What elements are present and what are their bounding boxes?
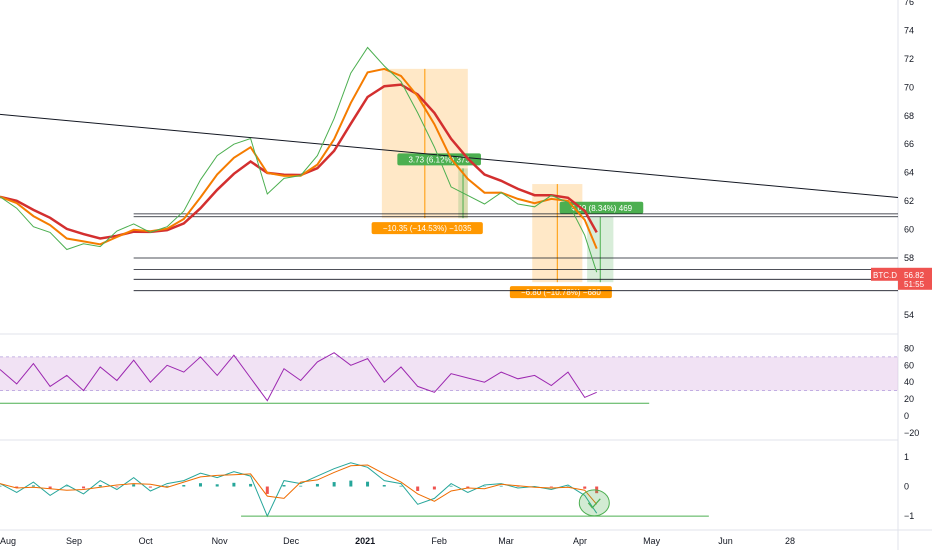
oscillator-bar (315, 483, 319, 487)
measure-label: 4.69 (8.34%) 469 (571, 204, 633, 213)
oscillator-bar (198, 483, 202, 487)
oscillator-line-b (0, 464, 598, 505)
price-line (0, 46, 598, 273)
oscillator-bar (249, 483, 253, 487)
price-tick-label: 76 (904, 0, 914, 7)
oscillator-bar (549, 486, 553, 488)
oscillator-bar (466, 486, 470, 488)
oscillator-bar (182, 485, 186, 487)
oscillator-bar (332, 482, 336, 487)
rsi-tick-label: 0 (904, 411, 909, 421)
oscillator-bar (15, 486, 19, 488)
time-tick-label: 2021 (355, 536, 375, 546)
price-tick-label: 68 (904, 111, 914, 121)
oscillator-panel (0, 462, 709, 518)
oscillator-bar (499, 485, 503, 487)
rsi-tick-label: −20 (904, 428, 919, 438)
oscillator-bar (232, 482, 236, 487)
oscillator-bar (382, 485, 386, 487)
oscillator-highlight (578, 489, 610, 517)
rsi-tick-label: 80 (904, 343, 914, 353)
time-tick-label: Oct (139, 536, 154, 546)
price-tick-label: 60 (904, 225, 914, 235)
oscillator-tick-label: −1 (904, 511, 914, 521)
measure-label: −6.80 (−10.78%) −680 (521, 288, 601, 297)
oscillator-line-a (0, 462, 598, 518)
measure-label-bg (509, 286, 612, 299)
rsi-band (0, 356, 898, 391)
time-tick-label: Apr (573, 536, 587, 546)
symbol-badge: BTC.D (873, 271, 897, 280)
oscillator-bar (98, 485, 102, 487)
oscillator-bar (148, 486, 152, 488)
time-tick-label: Nov (212, 536, 229, 546)
oscillator-bar (583, 486, 587, 489)
time-tick-label: Aug (0, 536, 16, 546)
price-tick-label: 54 (904, 310, 914, 320)
measure-label-bg (559, 201, 644, 214)
rsi-tick-label: 60 (904, 360, 914, 370)
oscillator-bar (165, 485, 169, 487)
oscillator-bar (416, 486, 420, 491)
price-tick-label: 64 (904, 168, 914, 178)
rsi-tick-label: 40 (904, 377, 914, 387)
oscillator-bar (349, 480, 353, 487)
oscillator-bar (0, 485, 2, 487)
time-tick-label: May (643, 536, 661, 546)
oscillator-bar (31, 485, 35, 487)
oscillator-bar (132, 484, 136, 487)
time-tick-label: 28 (785, 536, 795, 546)
last-value: 56.82 (904, 271, 925, 280)
price-tick-label: 58 (904, 253, 914, 263)
time-tick-label: Sep (66, 536, 82, 546)
rsi-line (0, 352, 597, 402)
oscillator-bar (299, 485, 303, 487)
rsi-tick-label: 20 (904, 394, 914, 404)
oscillator-bar (366, 481, 370, 487)
oscillator-bar (48, 486, 52, 489)
oscillator-bar (432, 486, 436, 490)
price-tick-label: 70 (904, 82, 914, 92)
oscillator-tick-label: 1 (904, 452, 909, 462)
oscillator-bar (399, 485, 403, 487)
rsi-panel (0, 352, 898, 404)
price-tick-label: 66 (904, 139, 914, 149)
time-tick-label: Feb (431, 536, 447, 546)
measure-label: −10.35 (−14.53%) −1035 (383, 224, 472, 233)
price-tick-label: 62 (904, 196, 914, 206)
measure-label-bg (371, 222, 483, 235)
oscillator-bar (282, 485, 286, 487)
last-value-badge-bg (898, 267, 932, 290)
price-tick-label: 72 (904, 54, 914, 64)
time-tick-label: Mar (498, 536, 514, 546)
price-tick-label: 74 (904, 25, 914, 35)
time-tick-label: Dec (283, 536, 300, 546)
oscillator-bar (265, 486, 269, 494)
oscillator-tick-label: 0 (904, 482, 909, 492)
oscillator-bar (115, 486, 119, 488)
time-tick-label: Jun (718, 536, 733, 546)
oscillator-bar (449, 485, 453, 487)
oscillator-check-mark (587, 498, 601, 509)
oscillator-bar (82, 486, 86, 489)
countdown: 51:55 (904, 280, 925, 289)
ema-fast-line (0, 67, 598, 249)
symbol-badge-bg (871, 267, 898, 281)
oscillator-bar (215, 484, 219, 487)
